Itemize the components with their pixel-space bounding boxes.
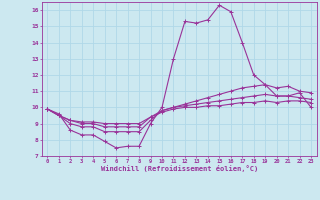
X-axis label: Windchill (Refroidissement éolien,°C): Windchill (Refroidissement éolien,°C): [100, 165, 258, 172]
